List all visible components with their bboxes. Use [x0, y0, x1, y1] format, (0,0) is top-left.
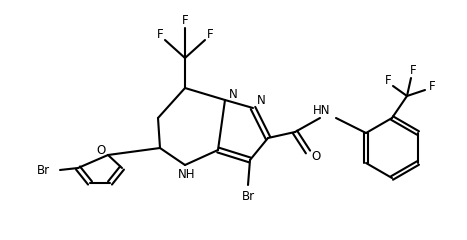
Text: Br: Br: [241, 191, 255, 204]
Text: N: N: [229, 88, 237, 101]
Text: F: F: [385, 74, 391, 88]
Text: F: F: [207, 29, 213, 42]
Text: F: F: [410, 65, 416, 78]
Text: HN: HN: [313, 104, 331, 118]
Text: Br: Br: [36, 163, 50, 176]
Text: NH: NH: [178, 168, 196, 181]
Text: N: N: [257, 95, 265, 108]
Text: F: F: [429, 79, 435, 92]
Text: O: O: [96, 144, 106, 157]
Text: O: O: [311, 150, 321, 163]
Text: F: F: [182, 14, 188, 28]
Text: F: F: [157, 29, 163, 42]
